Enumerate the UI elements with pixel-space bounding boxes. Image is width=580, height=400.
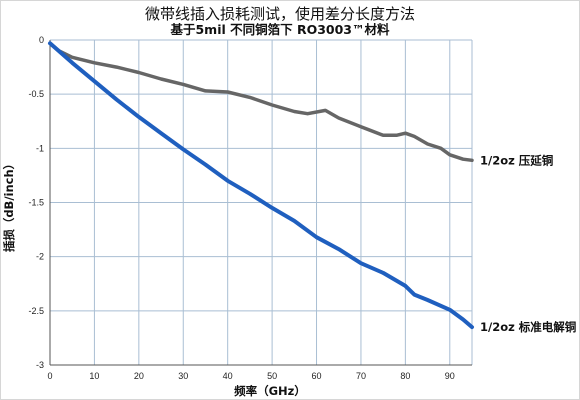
- x-tick-labels: 0 10 20 30 40 50 60 70 80 90: [47, 371, 454, 381]
- x-tick-label: 90: [445, 371, 455, 381]
- x-axis-label: 频率（GHz）: [234, 384, 306, 398]
- x-tick-label: 10: [89, 371, 99, 381]
- y-tick-label: -2.5: [28, 306, 44, 316]
- x-tick-label: 60: [312, 371, 322, 381]
- y-axis-label: 插损（dB/inch）: [2, 158, 16, 252]
- y-tick-labels: 0 -0.5 -1 -1.5 -2 -2.5 -3: [28, 35, 44, 370]
- y-tick-label: -0.5: [28, 89, 44, 99]
- x-tick-label: 20: [134, 371, 144, 381]
- y-tick-label: -1: [36, 143, 44, 153]
- series-labels: 1/2oz 压延铜 1/2oz 标准电解铜: [480, 153, 576, 334]
- grid: [49, 39, 473, 366]
- series-line-ed-copper: [48, 41, 474, 330]
- x-tick-label: 0: [47, 371, 52, 381]
- chart-title: 微带线插入损耗测试，使用差分长度方法: [145, 5, 415, 23]
- series-lines: [48, 41, 474, 330]
- x-tick-label: 30: [178, 371, 188, 381]
- y-tick-label: -1.5: [28, 198, 44, 208]
- series-label-ed-copper: 1/2oz 标准电解铜: [480, 320, 576, 334]
- y-tick-label: -2: [36, 252, 44, 262]
- x-tick-label: 70: [356, 371, 366, 381]
- chart-subtitle: 基于5mil 不同铜箔下 RO3003™材料: [169, 22, 390, 37]
- y-tick-label: 0: [39, 35, 44, 45]
- series-line-rolled-copper: [48, 41, 474, 163]
- series-label-rolled-copper: 1/2oz 压延铜: [480, 153, 553, 167]
- x-tick-label: 80: [400, 371, 410, 381]
- y-tick-label: -3: [36, 360, 44, 370]
- x-tick-label: 40: [223, 371, 233, 381]
- x-tick-label: 50: [267, 371, 277, 381]
